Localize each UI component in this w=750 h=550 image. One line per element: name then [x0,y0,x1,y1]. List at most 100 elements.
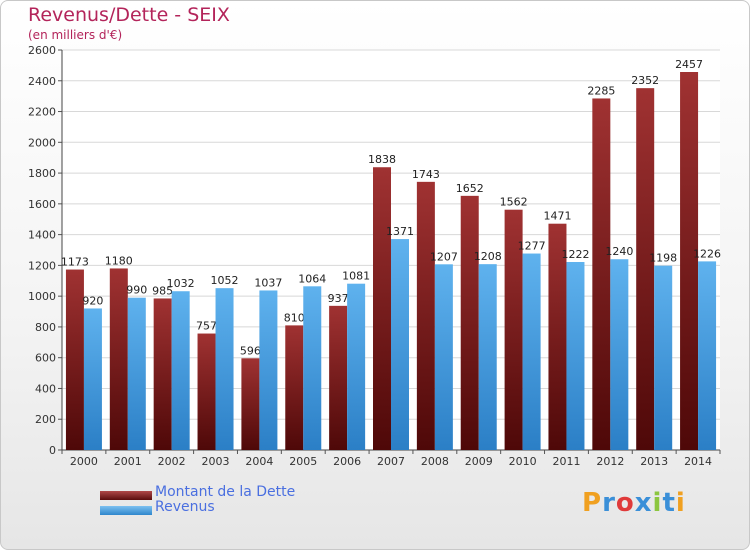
logo-letter: i [675,488,686,518]
logo-letter: x [634,488,653,518]
data-label-dette: 1743 [412,168,440,181]
data-label-dette: 985 [152,284,173,297]
data-label-dette: 937 [328,292,349,305]
y-tick-label: 800 [35,321,56,334]
data-label-revenus: 1226 [693,247,721,260]
bar-revenus [215,288,234,450]
x-tick-label: 2011 [552,455,580,468]
bar-dette [329,305,348,450]
y-tick-label: 0 [49,444,56,457]
logo-letter: P [582,488,603,518]
data-label-revenus: 1032 [167,277,195,290]
y-tick-label: 1800 [28,167,56,180]
bar-revenus [610,259,629,450]
data-label-revenus: 1208 [474,250,502,263]
x-tick-label: 2008 [421,455,449,468]
legend-label-dette: Montant de la Dette [155,484,296,500]
bar-revenus [171,291,190,450]
data-label-dette: 596 [240,344,261,357]
data-label-revenus: 1037 [254,276,282,289]
bar-revenus [127,297,146,450]
data-label-dette: 1838 [368,153,396,166]
data-label-dette: 2352 [631,74,659,87]
y-tick-label: 2000 [28,136,56,149]
bar-dette [548,223,567,450]
bar-dette [680,72,699,450]
logo-letter: i [652,488,663,518]
bar-dette [197,333,216,450]
bar-dette [416,181,435,450]
x-tick-label: 2006 [333,455,361,468]
data-label-revenus: 920 [82,294,103,307]
y-tick-label: 1400 [28,229,56,242]
data-label-revenus: 1081 [342,270,370,283]
y-tick-label: 1200 [28,259,56,272]
data-label-revenus: 1207 [430,250,458,263]
bar-revenus [303,286,322,450]
bar-revenus [654,265,673,450]
y-tick-label: 2200 [28,106,56,119]
x-tick-label: 2014 [684,455,712,468]
bar-dette [109,268,128,450]
y-tick-label: 200 [35,413,56,426]
data-label-revenus: 990 [126,284,147,297]
data-label-dette: 2285 [587,84,615,97]
logo-letter: o [615,488,635,518]
bar-revenus [566,262,585,450]
logo-letter: r [602,488,616,518]
x-tick-label: 2004 [245,455,273,468]
data-label-revenus: 1052 [211,274,239,287]
data-label-dette: 810 [284,311,305,324]
x-tick-label: 2002 [158,455,186,468]
y-tick-label: 400 [35,382,56,395]
x-tick-label: 2005 [289,455,317,468]
data-label-revenus: 1277 [518,240,546,253]
bar-dette [373,167,391,450]
data-label-revenus: 1240 [605,245,633,258]
proxiti-logo: Proxiti [582,488,686,518]
legend-swatch-revenus [100,506,152,515]
legend-swatch-dette [100,491,152,500]
x-tick-label: 2010 [509,455,537,468]
bar-dette [241,358,260,450]
bar-revenus [259,290,278,450]
y-tick-label: 1000 [28,290,56,303]
bar-dette [592,98,611,450]
y-tick-label: 2600 [28,44,56,57]
data-label-dette: 757 [196,320,217,333]
x-tick-label: 2009 [465,455,493,468]
data-label-revenus: 1064 [298,272,326,285]
bar-dette [153,298,172,450]
bar-revenus [391,239,409,450]
x-tick-label: 2013 [640,455,668,468]
legend-label-revenus: Revenus [155,499,215,515]
data-label-revenus: 1198 [649,252,677,265]
bar-dette [65,269,84,450]
x-tick-label: 2012 [596,455,624,468]
data-label-revenus: 1222 [561,248,589,261]
bar-revenus [522,253,541,450]
bar-dette [460,195,479,450]
x-tick-label: 2003 [202,455,230,468]
chart-title: Revenus/Dette - SEIX [28,4,230,26]
bar-dette [636,88,655,451]
x-tick-label: 2001 [114,455,142,468]
chart-subtitle: (en milliers d'€) [28,28,123,42]
y-tick-label: 600 [35,352,56,365]
data-label-dette: 1173 [61,256,89,269]
bar-revenus [478,264,497,450]
data-label-dette: 1652 [456,182,484,195]
bar-revenus [347,283,366,450]
bar-revenus [434,264,453,450]
x-tick-label: 2007 [377,455,405,468]
data-label-dette: 1562 [500,196,528,209]
data-label-dette: 1180 [105,254,133,267]
y-tick-label: 1600 [28,198,56,211]
logo-letter: t [662,488,676,518]
y-tick-label: 2400 [28,75,56,88]
x-tick-label: 2000 [70,455,98,468]
bar-revenus [83,308,102,450]
data-label-dette: 1471 [543,210,571,223]
bar-dette [285,325,304,450]
